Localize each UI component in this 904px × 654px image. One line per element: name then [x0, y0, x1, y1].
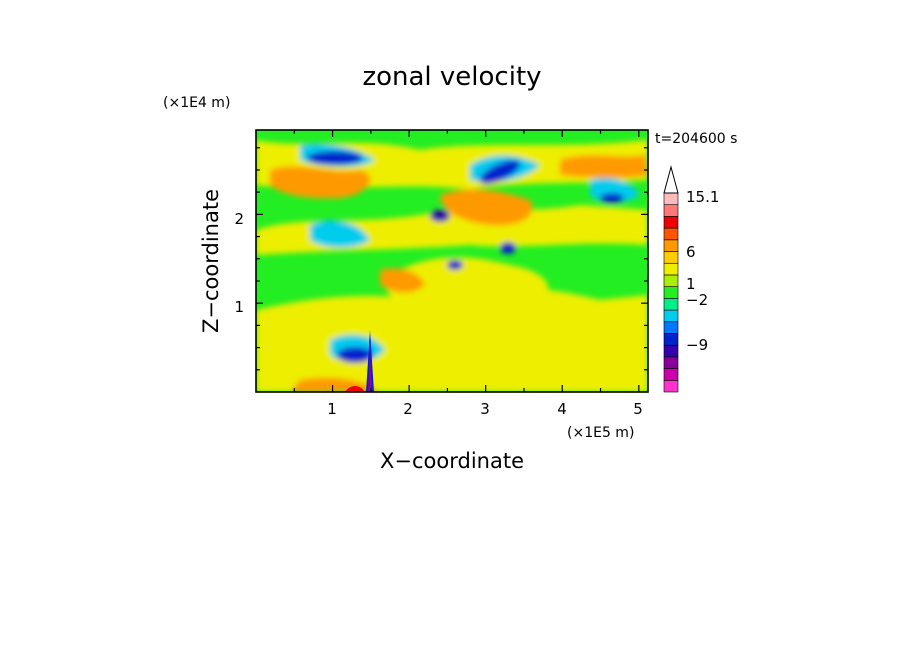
contour-orange-upper-right: [560, 155, 648, 179]
colorbar-label: −2: [686, 291, 708, 309]
colorbar-segment: [663, 262, 679, 276]
contour-blue-core-2: [479, 160, 521, 184]
colorbar-segment: [663, 333, 679, 346]
plot-frame: [255, 129, 649, 393]
contour-blue-core-5: [600, 193, 624, 203]
heatmap-field: [256, 130, 648, 392]
colorbar-max-arrow: [663, 165, 679, 194]
x-tick-label: 5: [633, 400, 643, 418]
contour-blue-core-7: [447, 260, 463, 270]
contour-blue-core-3: [430, 210, 450, 222]
contour-yellow-lower: [256, 286, 648, 392]
colorbar-segment: [663, 204, 679, 217]
contour-orange-low: [380, 268, 425, 293]
contour-orange-center: [440, 189, 533, 226]
colorbar-segment: [663, 379, 679, 393]
colorbar-label: 15.1: [686, 188, 719, 206]
contour-orange-upper-left: [270, 166, 371, 199]
colorbar-segment: [663, 286, 679, 299]
chart-title: zonal velocity: [362, 62, 541, 92]
colorbar-label: 1: [686, 275, 696, 293]
x-tick-label: 1: [327, 400, 337, 418]
colorbar-label: −9: [686, 336, 708, 354]
colorbar-segment: [663, 216, 679, 229]
colorbar-segment: [663, 321, 679, 334]
contour-yellow-mid: [380, 257, 549, 317]
colorbar-segment: [663, 227, 679, 241]
x-tick-label: 4: [557, 400, 567, 418]
colorbar-segment: [663, 274, 679, 287]
colorbar-segment: [663, 344, 679, 358]
contour-blue-core-4: [500, 242, 516, 254]
x-axis-unit: (×1E5 m): [567, 425, 634, 441]
contour-cyan-mid-left: [310, 220, 370, 248]
colorbar-segment: [663, 356, 679, 369]
y-axis-unit: (×1E4 m): [163, 95, 230, 111]
colorbar-segment: [663, 309, 679, 323]
colorbar-segment: [663, 239, 679, 252]
x-tick-label: 2: [403, 400, 413, 418]
colorbar-label: 6: [686, 243, 696, 261]
colorbar-segment: [663, 192, 679, 206]
time-label: t=204600 s: [655, 131, 737, 147]
colorbar: [663, 165, 679, 393]
contour-blue-core-1: [307, 151, 363, 165]
colorbar-segment: [663, 251, 679, 264]
x-axis-title: X−coordinate: [380, 449, 524, 473]
colorbar-segment: [663, 368, 679, 381]
y-tick-label: 2: [234, 210, 244, 228]
contour-red-spot: [345, 386, 365, 392]
tick-marks: [256, 130, 648, 392]
x-tick-label: 3: [480, 400, 490, 418]
colorbar-segment: [663, 298, 679, 311]
contour-blue-core-6: [337, 347, 373, 363]
y-tick-label: 1: [234, 298, 244, 316]
y-axis-title: Z−coordinate: [199, 189, 223, 333]
contour-sharp-plume-core: [368, 350, 372, 392]
